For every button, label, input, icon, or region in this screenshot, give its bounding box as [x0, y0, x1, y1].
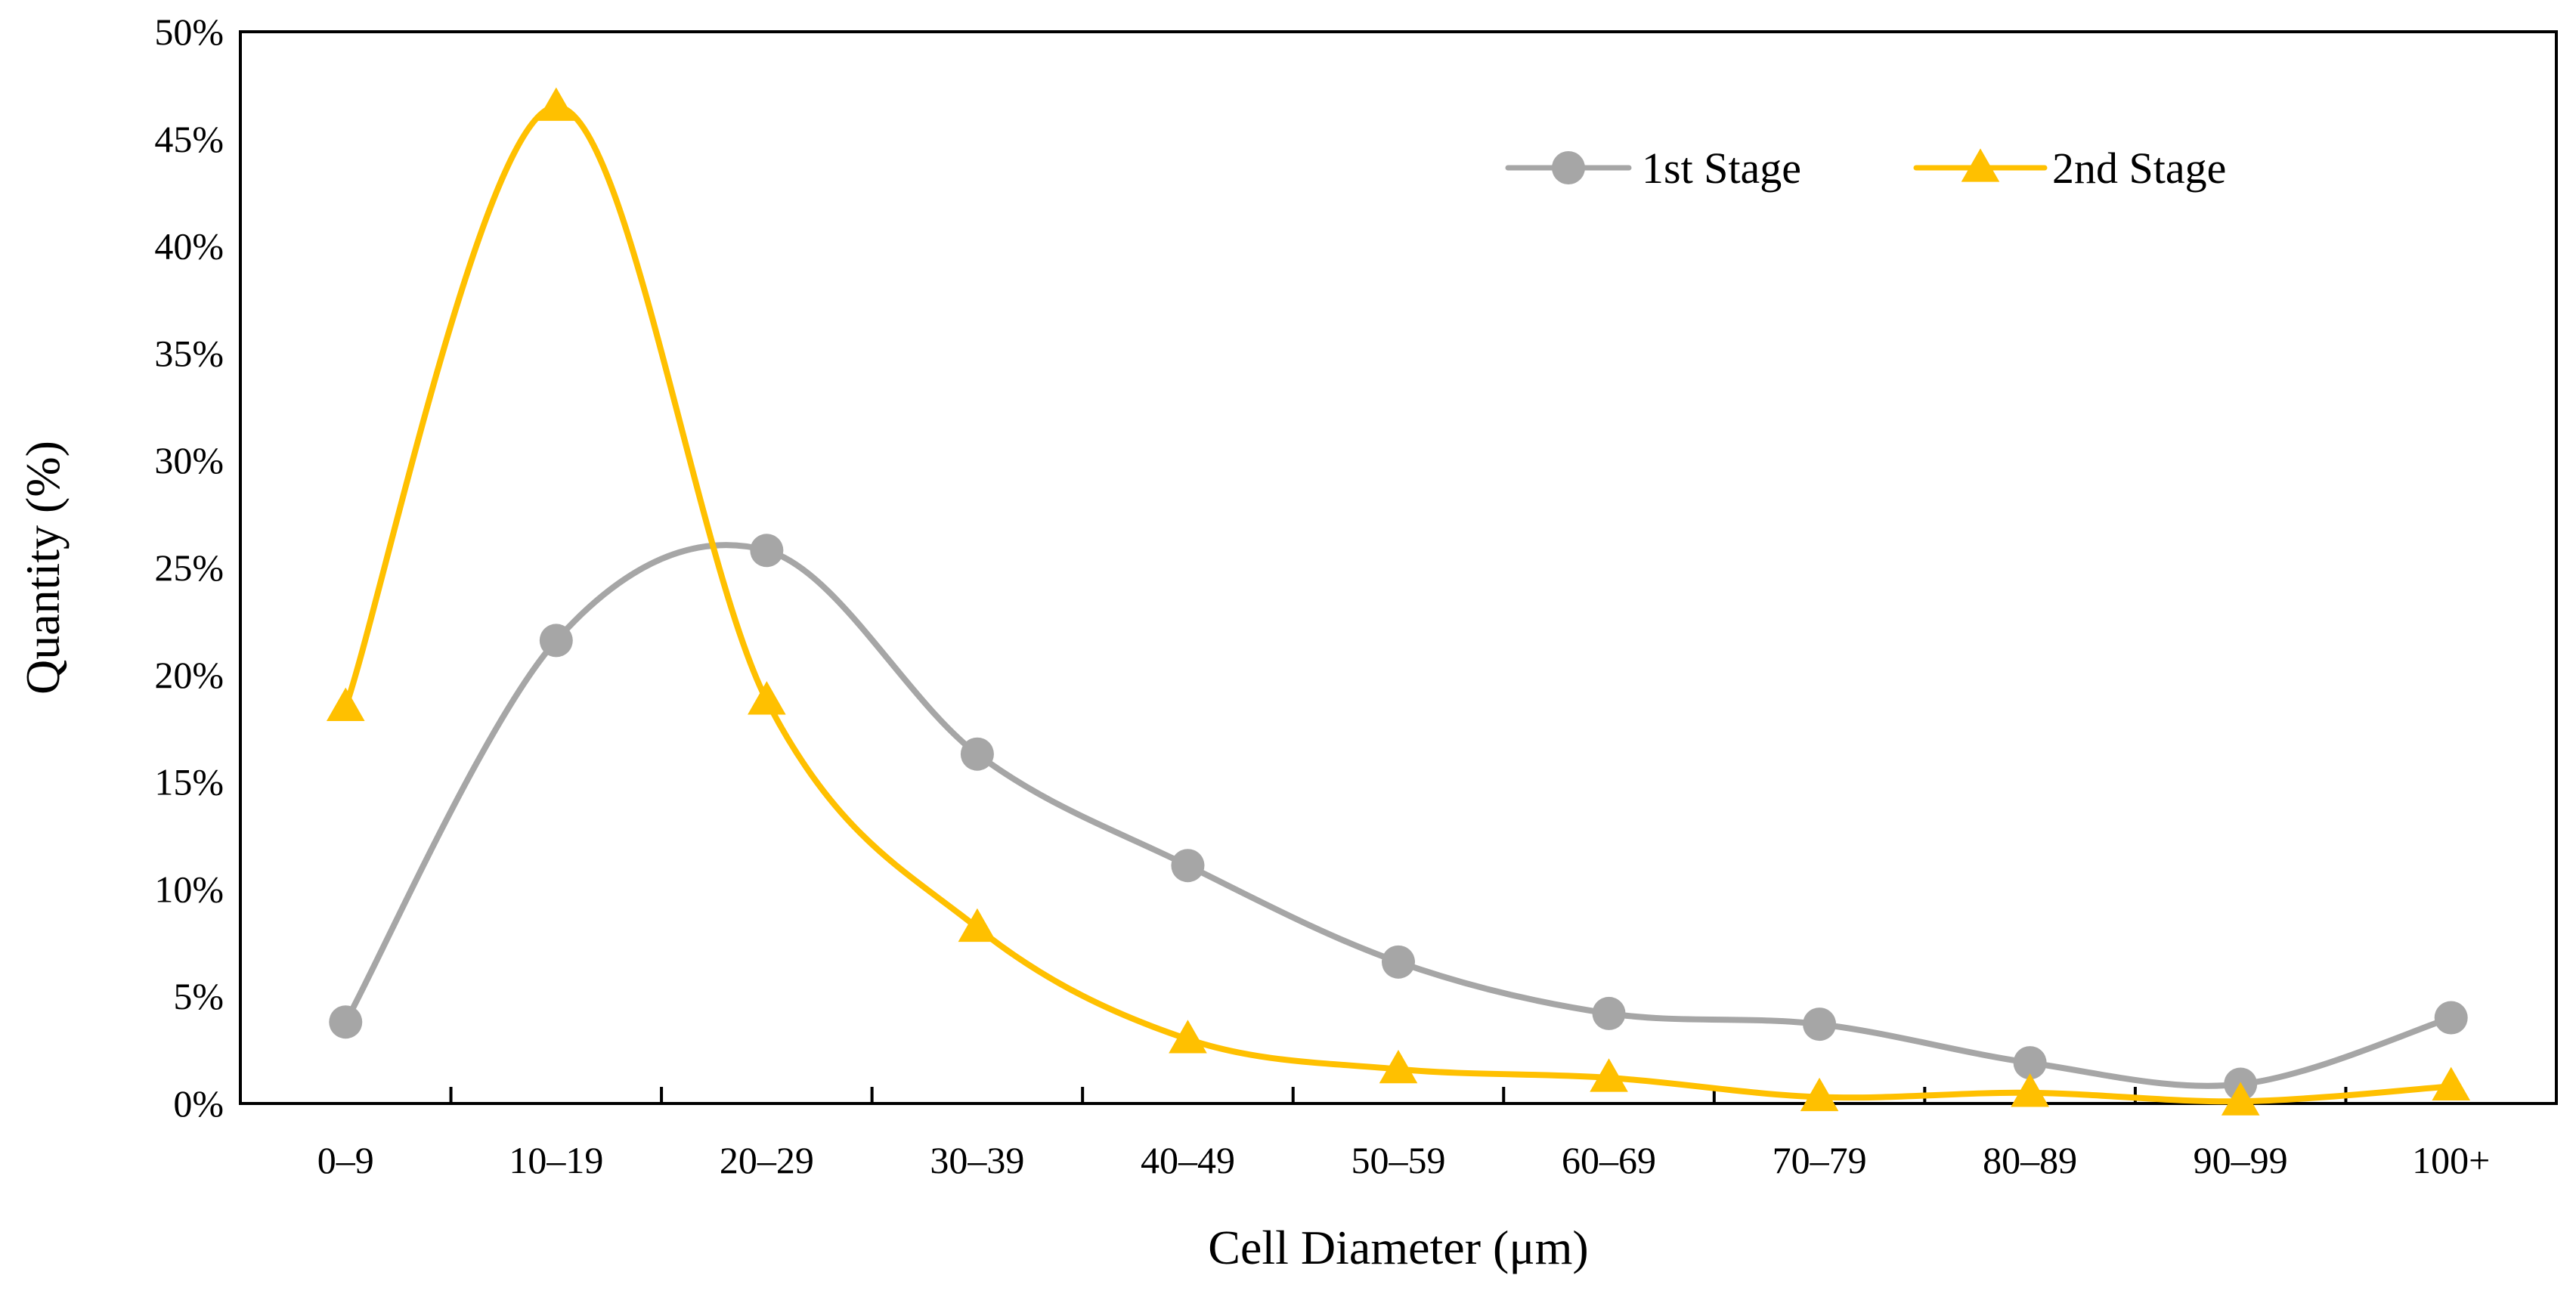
- x-tick-label: 100+: [2412, 1139, 2490, 1181]
- x-tick-label: 0–9: [317, 1139, 374, 1181]
- data-point-1st-stage: [960, 737, 994, 771]
- x-axis-title: Cell Diameter (μm): [1208, 1221, 1588, 1274]
- y-tick-label: 15%: [154, 761, 224, 803]
- series-line-1st-stage: [342, 542, 2454, 1089]
- y-axis: 0% 5% 10% 15% 20% 25% 30% 35% 40% 45% 50%: [154, 11, 224, 1125]
- data-point-1st-stage: [2434, 1001, 2468, 1035]
- x-tick-label: 10–19: [509, 1139, 603, 1181]
- x-axis: 0–9 10–19 20–29 30–39 40–49 50–59 60–69 70–79 80…: [317, 1087, 2490, 1181]
- data-point-2nd-stage: [2011, 1073, 2049, 1107]
- data-point-1st-stage: [1382, 945, 1415, 979]
- y-tick-label: 10%: [154, 868, 224, 910]
- y-tick-label: 40%: [154, 225, 224, 268]
- y-tick-label: 30%: [154, 439, 224, 481]
- y-tick-label: 35%: [154, 332, 224, 374]
- plot-border: [239, 30, 2558, 1105]
- data-point-2nd-stage: [2221, 1082, 2260, 1116]
- legend: 1st Stage 2nd Stage: [1505, 144, 2226, 193]
- x-tick-label: 60–69: [1562, 1139, 1656, 1181]
- legend-1st-stage-marker: [1552, 151, 1585, 184]
- data-point-2nd-stage: [1169, 1020, 1207, 1054]
- legend-1st-stage-label: 1st Stage: [1642, 144, 1801, 193]
- x-tick-label: 50–59: [1351, 1139, 1446, 1181]
- plot-area: [239, 30, 2558, 1105]
- legend-item-2nd-stage[interactable]: 2nd Stage: [1913, 144, 2226, 193]
- legend-2nd-stage-marker: [1961, 148, 2000, 182]
- legend-item-1st-stage[interactable]: 1st Stage: [1505, 144, 1801, 193]
- series-layer: [326, 87, 2471, 1116]
- y-tick-label: 25%: [154, 546, 224, 589]
- x-tick-label: 20–29: [720, 1139, 814, 1181]
- x-tick-label: 70–79: [1773, 1139, 1867, 1181]
- x-tick-label: 80–89: [1983, 1139, 2077, 1181]
- y-tick-label: 20%: [154, 654, 224, 696]
- data-point-2nd-stage: [2432, 1066, 2471, 1100]
- x-tick-label: 90–99: [2194, 1139, 2288, 1181]
- data-point-2nd-stage: [1379, 1049, 1418, 1084]
- data-point-1st-stage: [2013, 1046, 2047, 1080]
- y-tick-label: 45%: [154, 118, 224, 160]
- data-point-2nd-stage: [326, 687, 365, 721]
- y-tick-label: 5%: [173, 975, 224, 1017]
- x-tick-label: 30–39: [930, 1139, 1024, 1181]
- data-point-2nd-stage: [1800, 1077, 1839, 1112]
- data-point-2nd-stage: [748, 681, 786, 715]
- y-tick-label: 50%: [154, 11, 224, 53]
- y-axis-title: Quantity (%): [16, 441, 70, 695]
- data-point-1st-stage: [750, 534, 784, 568]
- data-point-2nd-stage: [958, 908, 997, 942]
- y-tick-label: 0%: [173, 1082, 224, 1125]
- data-point-1st-stage: [1592, 996, 1626, 1030]
- data-point-1st-stage: [1171, 849, 1205, 883]
- data-point-2nd-stage: [537, 87, 576, 121]
- x-tick-label: 40–49: [1141, 1139, 1235, 1181]
- data-point-2nd-stage: [1590, 1058, 1628, 1092]
- data-point-1st-stage: [1803, 1008, 1837, 1042]
- data-point-1st-stage: [539, 624, 573, 658]
- legend-2nd-stage-label: 2nd Stage: [2052, 144, 2226, 193]
- data-point-1st-stage: [329, 1005, 363, 1039]
